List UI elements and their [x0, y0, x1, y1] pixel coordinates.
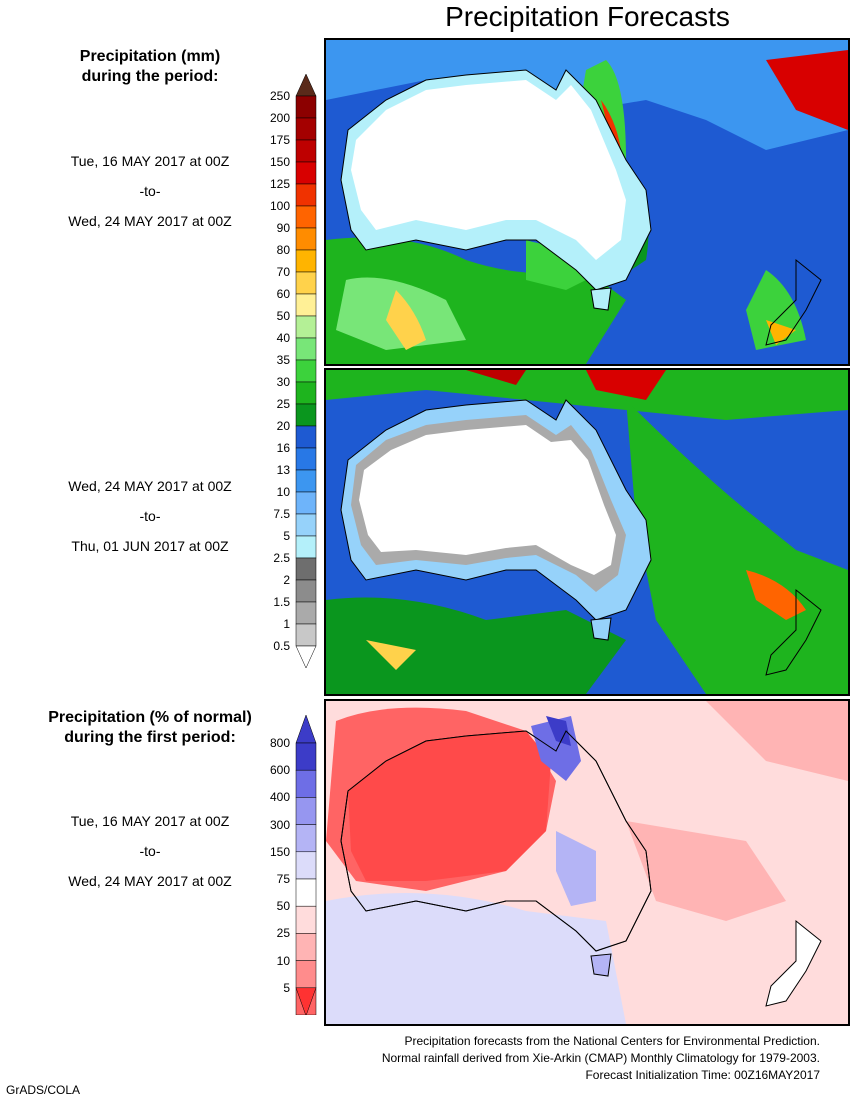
- precip-colorbar-segment: [295, 535, 317, 559]
- precip-map-period1: [324, 38, 850, 366]
- precip-header: Precipitation (mm) during the period:: [20, 47, 280, 87]
- precip-colorbar-label: 7.5: [273, 507, 290, 521]
- period2-end: Thu, 01 JUN 2017 at 00Z: [71, 538, 229, 554]
- period1-to: -to-: [139, 183, 161, 199]
- period3-end: Wed, 24 MAY 2017 at 00Z: [68, 873, 232, 889]
- precip-colorbar-segment: [295, 293, 317, 317]
- credit: GrADS/COLA: [6, 1083, 81, 1097]
- precip-colorbar-segment: [295, 183, 317, 207]
- precip-colorbar-segment: [295, 447, 317, 471]
- anomaly-header: Precipitation (% of normal) during the f…: [10, 708, 290, 748]
- precip-colorbar-label: 0.5: [273, 639, 290, 653]
- precip-colorbar-label: 20: [276, 419, 290, 433]
- precip-colorbar-label: 5: [283, 529, 290, 543]
- precip-colorbar-label: 60: [276, 287, 290, 301]
- anomaly-colorbar-label: 300: [269, 817, 290, 832]
- anomaly-colorbar-segment: [295, 824, 317, 853]
- anomaly-colorbar-segment: [295, 933, 317, 961]
- precip-colorbar-segment: [295, 469, 317, 493]
- precip-colorbar-label: 50: [276, 309, 290, 323]
- anomaly-colorbar-label: 75: [276, 872, 290, 886]
- precip-colorbar-segment: [295, 139, 317, 163]
- anomaly-colorbar-label: 10: [276, 953, 290, 968]
- precip-colorbar-segment: [295, 425, 317, 449]
- precip-colorbar-label: 200: [269, 111, 290, 125]
- precip-colorbar-label: 150: [269, 155, 290, 169]
- precip-colorbar-label: 2: [283, 573, 290, 587]
- period3-to: -to-: [139, 843, 161, 859]
- precip-colorbar-segment: [295, 491, 317, 515]
- precip-colorbar-label: 1.5: [273, 595, 290, 609]
- precip-header-line1: Precipitation (mm): [79, 48, 221, 65]
- precip-colorbar-segment: [295, 161, 317, 185]
- anomaly-header-line1: Precipitation (% of normal): [48, 709, 252, 726]
- precip-colorbar-segment: [295, 249, 317, 273]
- anomaly-colorbar-label: 600: [269, 763, 290, 778]
- anomaly-colorbar-label: 5: [283, 980, 290, 995]
- precip-colorbar-segment: [295, 557, 317, 581]
- anomaly-colorbar-label: 50: [276, 899, 290, 914]
- anomaly-colorbar-segment: [295, 742, 317, 771]
- precip-colorbar-segment: [295, 205, 317, 229]
- anomaly-colorbar-bottom-arrow: [295, 987, 317, 1015]
- period2-to: -to-: [139, 508, 161, 524]
- period1-start: Tue, 16 MAY 2017 at 00Z: [70, 153, 230, 169]
- anomaly-colorbar-segment: [295, 851, 317, 880]
- precip-colorbar-label: 2.5: [273, 551, 290, 565]
- precip-colorbar-label: 30: [276, 375, 290, 389]
- anomaly-colorbar-segment: [295, 769, 317, 798]
- anomaly-colorbar-segment: [295, 960, 317, 989]
- anomaly-colorbar-segment: [295, 797, 317, 825]
- precip-colorbar-segment: [295, 95, 317, 119]
- precip-colorbar-segment: [295, 337, 317, 361]
- precip-colorbar: [295, 74, 317, 669]
- precip-colorbar-bottom-arrow: [295, 645, 317, 669]
- period2-start: Wed, 24 MAY 2017 at 00Z: [68, 478, 232, 494]
- precip-colorbar-label: 90: [276, 221, 290, 235]
- anomaly-colorbar-top-arrow: [295, 715, 317, 744]
- footer-line2: Normal rainfall derived from Xie-Arkin (…: [381, 1051, 820, 1065]
- anomaly-header-line2: during the first period:: [64, 729, 236, 746]
- precip-colorbar-label: 1: [283, 617, 290, 631]
- precip-colorbar-segment: [295, 513, 317, 537]
- precip-colorbar-segment: [295, 227, 317, 251]
- anomaly-colorbar-label: 150: [269, 844, 290, 859]
- precip-colorbar-label: 100: [269, 199, 290, 213]
- precip-colorbar-segment: [295, 579, 317, 603]
- precip-colorbar-label: 10: [276, 485, 290, 499]
- precip-colorbar-segment: [295, 601, 317, 625]
- anomaly-colorbar-label: 25: [276, 926, 290, 941]
- precip-colorbar-label: 125: [269, 177, 290, 191]
- anomaly-colorbar-label: 800: [269, 736, 290, 750]
- precip-colorbar-label: 25: [276, 397, 290, 411]
- precip-colorbar-label: 40: [276, 331, 290, 345]
- precip-colorbar-top-arrow: [295, 74, 317, 97]
- precip-colorbar-segment: [295, 315, 317, 339]
- period1-end: Wed, 24 MAY 2017 at 00Z: [68, 213, 232, 229]
- precip-colorbar-segment: [295, 623, 317, 647]
- precip-header-line2: during the period:: [81, 68, 219, 85]
- precip-colorbar-segment: [295, 117, 317, 141]
- precip-colorbar-label: 175: [269, 133, 290, 147]
- precip-map-period2: [324, 368, 850, 696]
- precip-colorbar-label: 250: [269, 89, 290, 103]
- precip-anomaly-map: [324, 699, 850, 1026]
- precip-colorbar-segment: [295, 381, 317, 405]
- precip-colorbar-label: 13: [276, 463, 290, 477]
- precip-colorbar-label: 35: [276, 353, 290, 367]
- anomaly-colorbar-segment: [295, 905, 317, 934]
- period3-start: Tue, 16 MAY 2017 at 00Z: [70, 813, 230, 829]
- footer-line1: Precipitation forecasts from the Nationa…: [404, 1034, 820, 1048]
- footer-line3: Forecast Initialization Time: 00Z16MAY20…: [585, 1068, 820, 1082]
- anomaly-colorbar: [295, 715, 317, 1015]
- precip-colorbar-label: 80: [276, 243, 290, 257]
- precip-colorbar-label: 16: [276, 441, 290, 455]
- precip-colorbar-segment: [295, 403, 317, 427]
- precip-colorbar-segment: [295, 271, 317, 295]
- page-title: Precipitation Forecasts: [445, 1, 730, 32]
- precip-colorbar-label: 70: [276, 265, 290, 279]
- precip-colorbar-segment: [295, 359, 317, 383]
- anomaly-colorbar-segment: [295, 878, 317, 907]
- anomaly-colorbar-label: 400: [269, 790, 290, 805]
